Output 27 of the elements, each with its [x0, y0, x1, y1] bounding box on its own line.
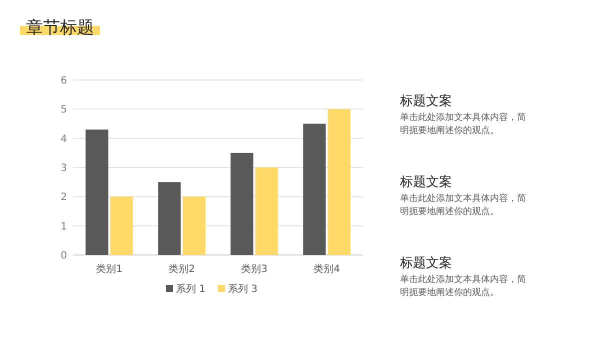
bar [303, 124, 326, 255]
bar [255, 168, 278, 255]
x-tick-label: 类别1 [96, 263, 122, 275]
legend-label: 系列 3 [228, 283, 258, 295]
x-tick-label: 类别2 [168, 263, 195, 275]
x-tick-label: 类别4 [314, 263, 340, 275]
bar [110, 196, 133, 255]
y-tick-label: 1 [60, 221, 67, 232]
bar [158, 182, 181, 255]
legend-label: 系列 1 [176, 283, 206, 295]
text: 标题文案 [399, 93, 452, 109]
y-tick-label: 0 [60, 250, 67, 262]
x-tick-label: 类别3 [241, 263, 268, 275]
text: 单击此处添加文本具体内容，简明扼要地阐述你的观点。 [400, 112, 526, 136]
y-tick-label: 5 [60, 104, 67, 116]
bar [328, 109, 350, 255]
bar [182, 196, 206, 255]
y-tick-label: 3 [60, 163, 67, 174]
y-tick-label: 2 [60, 192, 67, 204]
y-tick-label: 6 [60, 76, 67, 86]
y-tick-label: 4 [60, 134, 67, 145]
bar [230, 152, 254, 255]
text: 标题文案 [399, 174, 452, 190]
text: 单击此处添加文本具体内容，简明扼要地阐述你的观点。 [400, 274, 526, 298]
bar [86, 130, 108, 255]
text: 单击此处添加文本具体内容，简明扼要地阐述你的观点。 [400, 193, 526, 217]
text: 标题文案 [399, 255, 452, 271]
